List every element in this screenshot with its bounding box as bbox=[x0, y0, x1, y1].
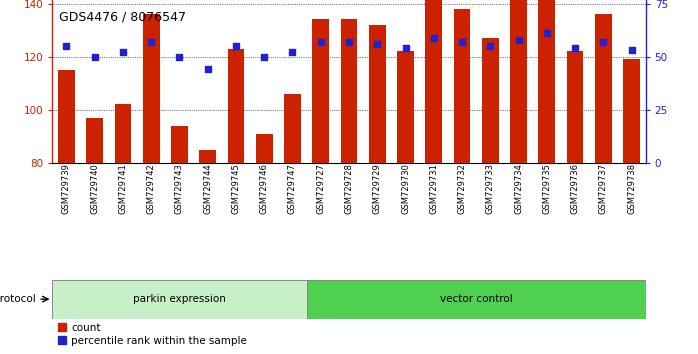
Text: parkin expression: parkin expression bbox=[133, 294, 226, 304]
Bar bbox=[538, 0, 555, 163]
Text: GSM729728: GSM729728 bbox=[345, 163, 353, 214]
Point bbox=[484, 43, 496, 49]
Text: GSM729736: GSM729736 bbox=[570, 163, 579, 214]
Point bbox=[371, 41, 383, 47]
Text: GSM729745: GSM729745 bbox=[232, 163, 241, 214]
Point bbox=[117, 50, 128, 55]
Point bbox=[174, 54, 185, 59]
Bar bbox=[482, 38, 499, 163]
Text: GSM729746: GSM729746 bbox=[260, 163, 269, 214]
Point bbox=[230, 43, 242, 49]
Bar bbox=[306, 280, 646, 319]
Bar bbox=[171, 126, 188, 163]
Text: vector control: vector control bbox=[440, 294, 512, 304]
Text: GSM729737: GSM729737 bbox=[599, 163, 608, 214]
Bar bbox=[143, 14, 160, 163]
Bar bbox=[199, 149, 216, 163]
Point bbox=[597, 39, 609, 45]
Point bbox=[626, 47, 637, 53]
Point bbox=[400, 45, 411, 51]
Point bbox=[343, 39, 355, 45]
Text: GSM729740: GSM729740 bbox=[90, 163, 99, 214]
Text: GSM729747: GSM729747 bbox=[288, 163, 297, 214]
Text: GSM729734: GSM729734 bbox=[514, 163, 523, 214]
Text: protocol: protocol bbox=[0, 294, 36, 304]
Bar bbox=[567, 51, 584, 163]
Bar bbox=[255, 133, 273, 163]
Text: GSM729731: GSM729731 bbox=[429, 163, 438, 214]
Text: GSM729743: GSM729743 bbox=[175, 163, 184, 214]
Text: GSM729744: GSM729744 bbox=[203, 163, 212, 214]
Text: GSM729735: GSM729735 bbox=[542, 163, 551, 214]
Point bbox=[315, 39, 327, 45]
Bar bbox=[341, 19, 357, 163]
Text: GSM729742: GSM729742 bbox=[147, 163, 156, 214]
Text: GSM729733: GSM729733 bbox=[486, 163, 495, 214]
Text: GDS4476 / 8076547: GDS4476 / 8076547 bbox=[59, 11, 186, 24]
Bar bbox=[52, 280, 306, 319]
Bar bbox=[58, 70, 75, 163]
Point bbox=[428, 35, 439, 40]
Point bbox=[61, 43, 72, 49]
Point bbox=[456, 39, 468, 45]
Text: GSM729727: GSM729727 bbox=[316, 163, 325, 214]
Bar bbox=[425, 0, 443, 163]
Point bbox=[202, 67, 214, 72]
Bar bbox=[228, 48, 244, 163]
Text: GSM729730: GSM729730 bbox=[401, 163, 410, 214]
Bar bbox=[595, 14, 611, 163]
Bar bbox=[312, 19, 329, 163]
Point bbox=[570, 45, 581, 51]
Text: GSM729738: GSM729738 bbox=[627, 163, 636, 214]
Bar bbox=[369, 25, 386, 163]
Text: GSM729739: GSM729739 bbox=[62, 163, 71, 214]
Point bbox=[259, 54, 270, 59]
Text: GSM729732: GSM729732 bbox=[457, 163, 466, 214]
Bar bbox=[114, 104, 131, 163]
Point bbox=[541, 30, 552, 36]
Legend: count, percentile rank within the sample: count, percentile rank within the sample bbox=[57, 323, 247, 346]
Bar bbox=[623, 59, 640, 163]
Text: GSM729741: GSM729741 bbox=[119, 163, 128, 214]
Bar bbox=[87, 118, 103, 163]
Point bbox=[146, 39, 157, 45]
Point bbox=[513, 37, 524, 42]
Bar bbox=[454, 9, 470, 163]
Point bbox=[89, 54, 101, 59]
Text: GSM729729: GSM729729 bbox=[373, 163, 382, 214]
Point bbox=[287, 50, 298, 55]
Bar bbox=[284, 94, 301, 163]
Bar bbox=[397, 51, 414, 163]
Bar bbox=[510, 0, 527, 163]
